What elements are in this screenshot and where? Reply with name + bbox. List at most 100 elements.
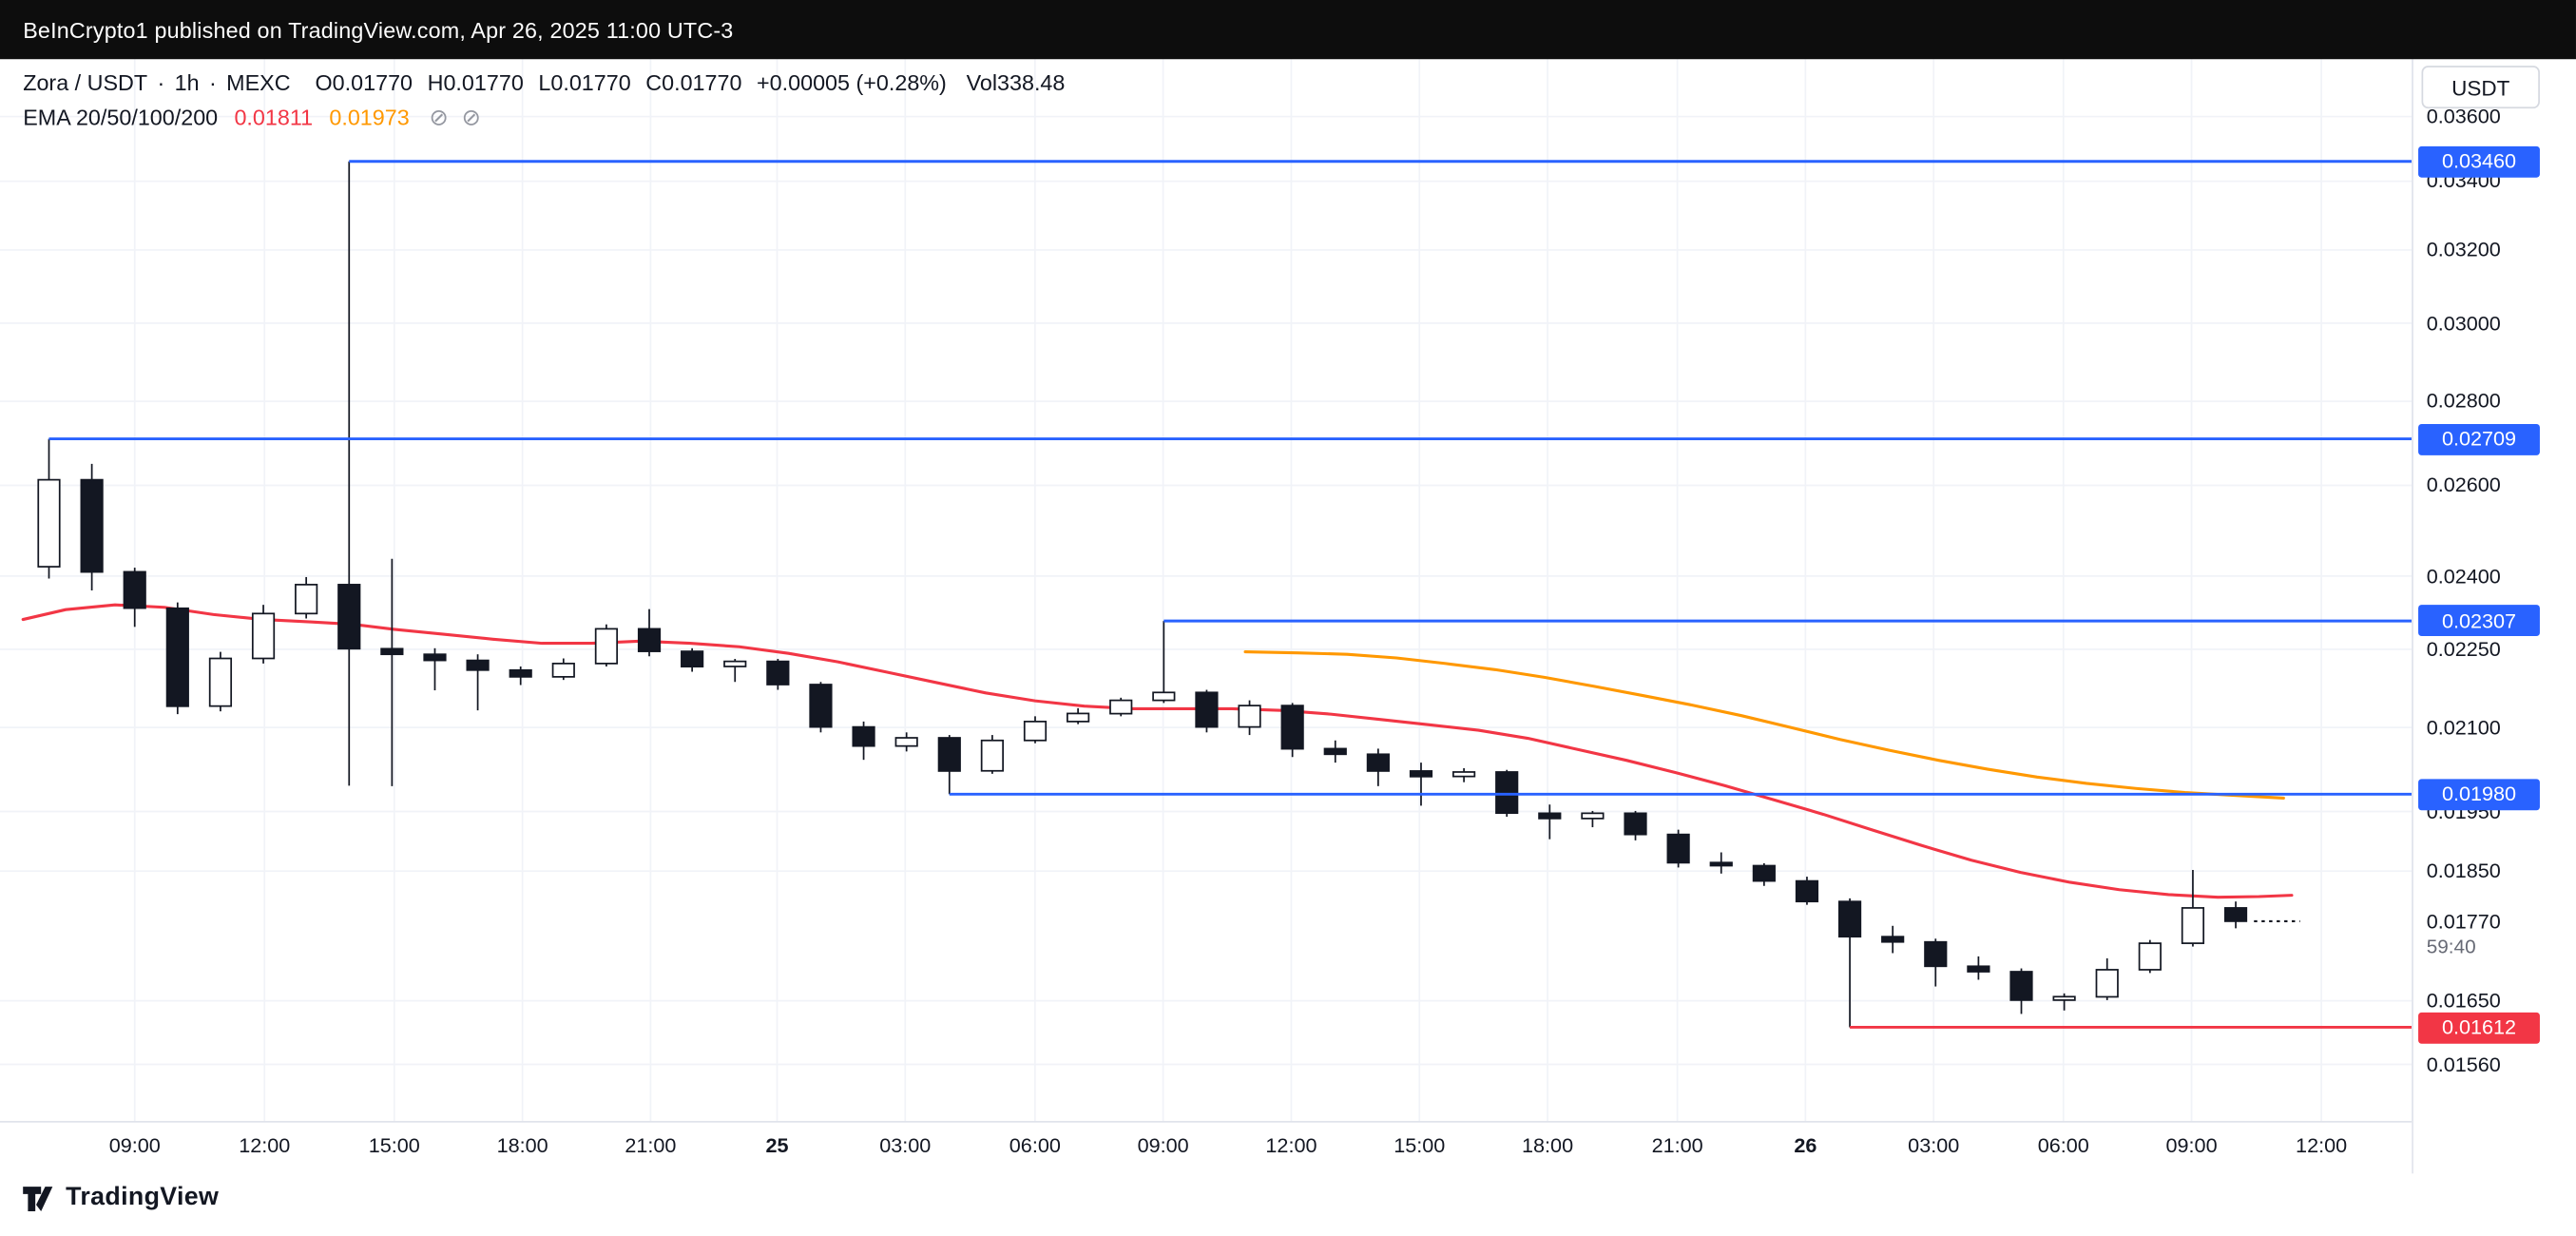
time-axis-label: 21:00 [625,1133,677,1158]
price-axis-tick: 0.02800 [2426,390,2501,414]
ema-50-line [1243,650,2285,801]
candle [1924,940,1948,968]
time-axis-label: 25 [765,1133,789,1158]
ema100-disabled-icon: ⊘ [429,103,449,130]
price-axis-tick: 0.03600 [2426,105,2501,128]
price-axis-tick: 0.03200 [2426,238,2501,262]
low-value: L0.01770 [538,70,631,96]
candle [894,737,918,747]
time-axis-label: 03:00 [1908,1133,1960,1158]
price-axis-tick: 0.02600 [2426,473,2501,497]
candle [37,478,61,568]
grid [0,59,2413,1121]
candle [1067,712,1090,723]
price-level-badge: 0.01980 [2418,778,2540,810]
candle [2095,969,2119,998]
price-level-badge: 0.02307 [2418,605,2540,637]
candle [1581,812,1605,820]
time-axis-label: 03:00 [879,1133,932,1158]
candle [980,739,1004,772]
candle [1451,771,1476,778]
candle [2223,907,2248,922]
price-axis[interactable]: 0.03600 0.03400 0.03200 0.03000 0.02800 0.026… [2412,59,2576,1174]
candle [337,584,361,650]
time-axis[interactable]: 09:00 12:00 15:00 18:00 21:00 25 03:00 06:00 09:… [0,1120,2413,1174]
currency-toggle-label: USDT [2451,74,2510,100]
candle [723,660,747,667]
price-axis-tick: 0.01560 [2426,1053,2501,1076]
candle [1195,691,1219,728]
symbol-title[interactable]: Zora / USDT [23,70,148,96]
candle [637,628,662,652]
symbol-row: Zora / USDT · 1h · MEXC O0.01770 H0.0177… [23,68,1065,99]
candle [937,737,961,772]
time-axis-label: 09:00 [1137,1133,1189,1158]
candle [1152,691,1176,702]
price-axis-tick: 0.01850 [2426,859,2501,883]
time-axis-label: 06:00 [1009,1133,1061,1158]
candle [251,612,276,660]
candle [1967,965,1990,973]
candle [165,607,189,707]
candle [2138,942,2162,971]
chart-legend: Zora / USDT · 1h · MEXC O0.01770 H0.0177… [23,68,1065,133]
candle [1709,861,1733,867]
price-axis-tick: 0.02100 [2426,716,2501,740]
separator-dot: · [209,70,217,96]
candle [2009,971,2033,1001]
time-axis-label: 06:00 [2037,1133,2089,1158]
attribution-bar: BeInCrypto1 published on TradingView.com… [0,0,2576,60]
exchange-label: MEXC [226,70,291,96]
price-axis-tick: 0.03000 [2426,311,2501,335]
candle [1323,747,1347,756]
attribution-text: BeInCrypto1 published on TradingView.com… [23,17,734,43]
current-price-label: 0.01770 [2426,909,2501,934]
candlestick-chart [0,59,2413,1121]
tradingview-attribution[interactable]: TradingView [21,1184,219,1213]
currency-toggle-button[interactable]: USDT [2421,66,2540,109]
tradingview-logo-icon [23,1186,53,1211]
candle [1538,812,1562,820]
candle [1409,770,1433,778]
price-level-badge: 0.01612 [2418,1012,2540,1043]
indicator-title[interactable]: EMA 20/50/100/200 [23,105,219,130]
candle [80,478,104,573]
candle [1837,900,1862,938]
time-axis-label: 21:00 [1651,1133,1703,1158]
time-axis-label: 09:00 [108,1133,161,1158]
price-level-badge: 0.02709 [2418,423,2540,454]
price-axis-tick: 0.01650 [2426,989,2501,1013]
interval-label[interactable]: 1h [174,70,200,96]
time-axis-label: 18:00 [496,1133,548,1158]
candle [1495,771,1519,815]
price-axis-tick: 0.02250 [2426,637,2501,661]
candle [380,647,404,656]
time-axis-label: 18:00 [1522,1133,1574,1158]
candle [1366,753,1390,772]
candle [423,653,447,662]
candle [1109,699,1133,715]
ema200-disabled-icon: ⊘ [461,103,481,130]
price-level-lines [48,160,2413,1029]
candle [1280,705,1304,750]
candle [852,725,875,747]
candle [594,628,619,665]
change-value: +0.00005 (+0.28%) [757,70,947,96]
candle [2181,907,2205,944]
ema-20-line [21,603,2294,899]
candle [466,659,490,671]
price-axis-tick: 0.02400 [2426,564,2501,589]
time-axis-label: 15:00 [1394,1133,1446,1158]
volume-value: Vol338.48 [966,70,1066,96]
candle [509,668,532,678]
high-value: H0.01770 [427,70,524,96]
candle [1881,936,1905,943]
candle [208,657,233,707]
tradingview-logo-text: TradingView [66,1183,220,1212]
candle [809,684,833,728]
open-value: O0.01770 [315,70,413,96]
ema20-value: 0.01811 [234,105,314,130]
time-axis-label: 12:00 [239,1133,291,1158]
price-level-badge: 0.03460 [2418,145,2540,178]
